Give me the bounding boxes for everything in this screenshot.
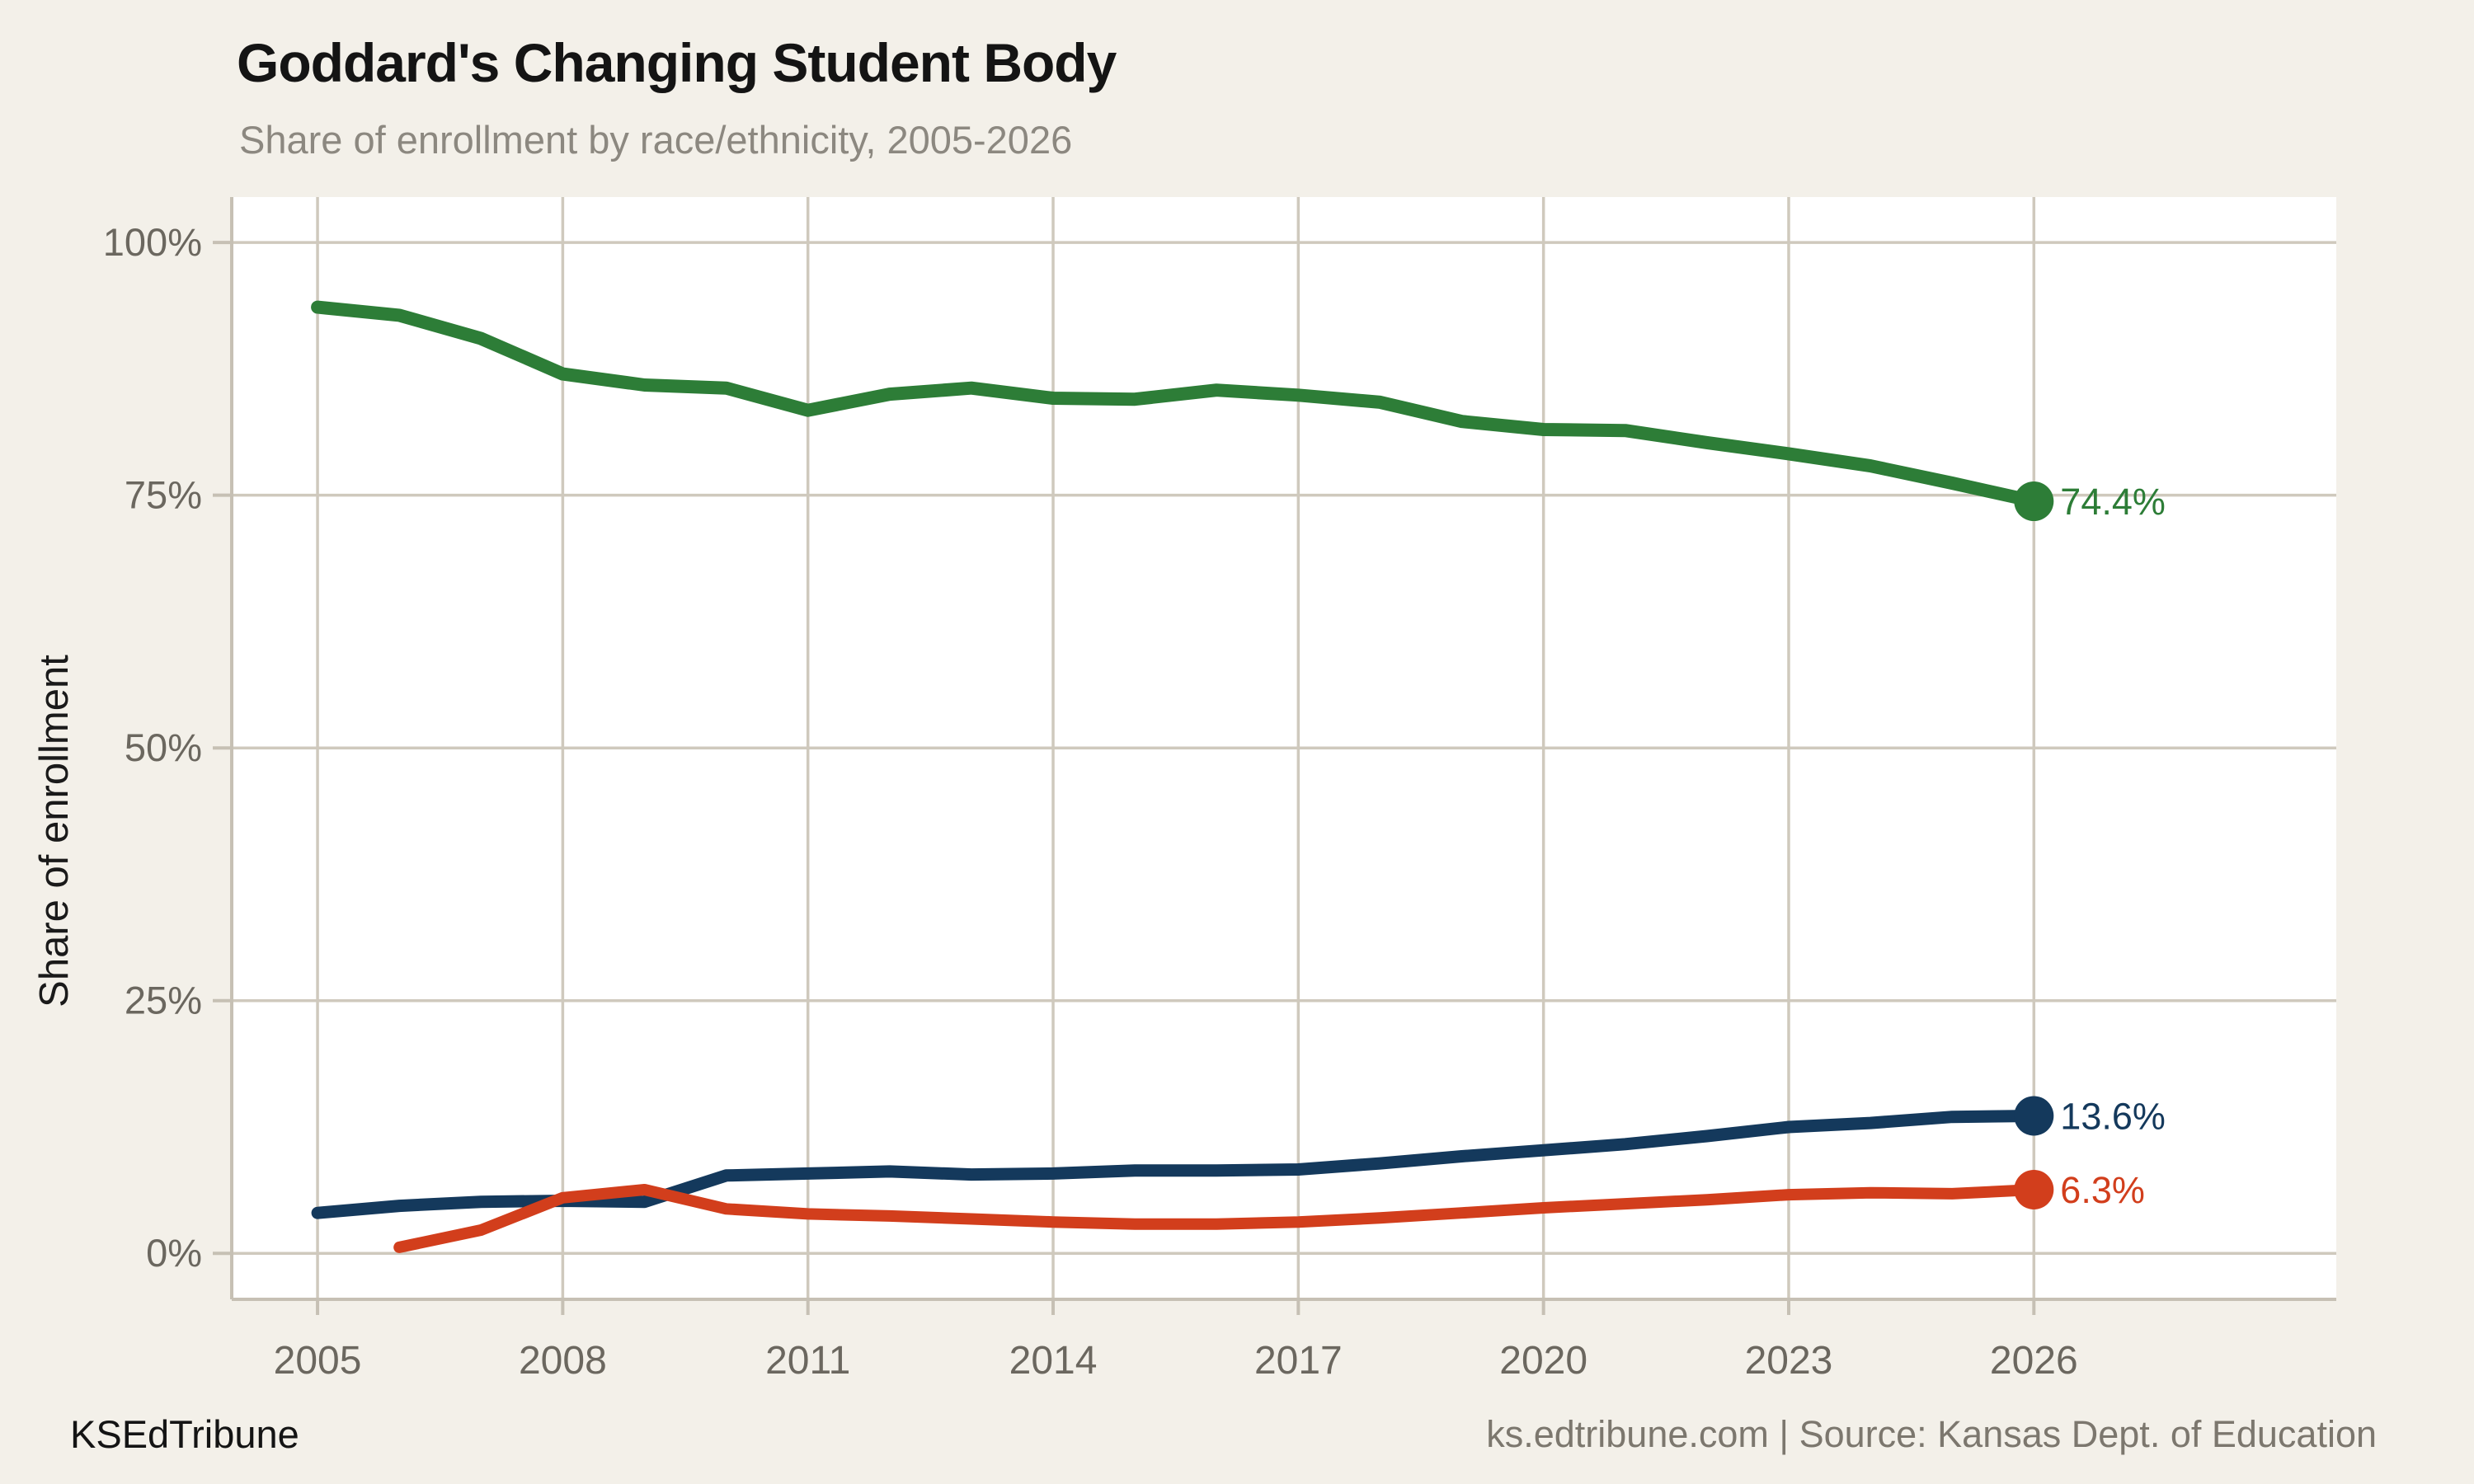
tick-marks [213,241,2036,1315]
x-tick-label: 2017 [1254,1339,1343,1383]
x-tick-label: 2023 [1745,1339,1833,1383]
series-line-orange-red [393,1184,2040,1253]
series-line-green [311,300,2041,508]
y-tick-label: 0% [146,1231,202,1275]
x-tick-label: 2026 [1990,1339,2078,1383]
series-endpoint-navy [2014,1096,2054,1136]
series-end-label-orange-red: 6.3% [2060,1169,2145,1211]
series-line-navy [311,1110,2040,1219]
x-tick-label: 2011 [765,1339,850,1383]
chart-title: Goddard's Changing Student Body [237,32,1117,93]
x-tick-label: 2005 [274,1339,362,1383]
footer-brand: KSEdTribune [70,1412,299,1456]
y-tick-label: 25% [125,979,202,1022]
x-tick-label: 2014 [1009,1339,1098,1383]
y-tick-label: 100% [103,220,202,264]
series-endpoint-green [2014,481,2054,522]
chart-subtitle: Share of enrollment by race/ethnicity, 2… [239,118,1073,162]
y-tick-labels: 0% 25% 50% 75% 100% [103,220,202,1275]
x-tick-label: 2008 [519,1339,607,1383]
footer-attribution: ks.edtribune.com | Source: Kansas Dept. … [1486,1413,2377,1455]
y-tick-label: 75% [125,473,202,517]
y-tick-label: 50% [125,726,202,769]
series-end-label-navy: 13.6% [2060,1095,2166,1137]
series-end-label-green: 74.4% [2060,481,2166,523]
x-tick-labels: 2005 2008 2011 2014 2017 2020 2023 2026 [274,1339,2078,1383]
x-tick-label: 2020 [1499,1339,1587,1383]
series-endpoint-orange-red [2014,1169,2054,1209]
